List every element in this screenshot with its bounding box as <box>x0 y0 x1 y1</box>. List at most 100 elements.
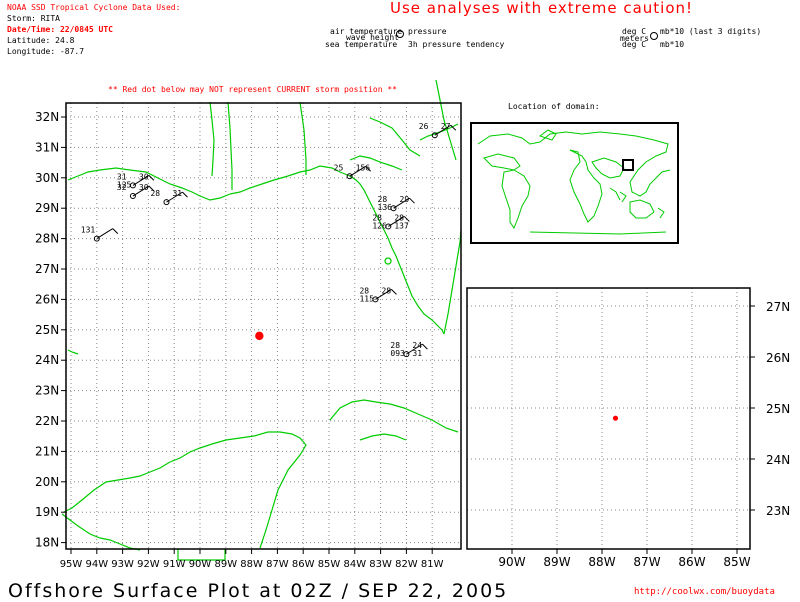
main-map-frame <box>65 102 462 550</box>
domain-locator-box <box>622 159 634 171</box>
station-value-label: 29 <box>400 195 410 204</box>
storm-position-dot <box>255 331 264 341</box>
wind-barb <box>132 174 150 186</box>
lon-tick-label: 81W <box>421 559 444 570</box>
wind-barb-feather <box>422 343 428 350</box>
lon-tick-label: 87W <box>266 559 289 570</box>
station-value-label: 28 <box>381 286 391 295</box>
wind-barb-feather <box>391 289 397 295</box>
station-value-label: 131 <box>81 226 96 235</box>
lon-tick-label: 92W <box>137 559 160 570</box>
main-map-lat-labels: 32N 31N 30N 29N 28N 27N 26N 25N 24N 23N 22N 21N 20N 1… <box>35 110 66 550</box>
inset-frame <box>470 122 679 244</box>
inset-title: Location of domain: <box>508 102 600 111</box>
longitude-line: Longitude: -87.7 <box>7 47 85 56</box>
station-value-label: 27 <box>441 122 451 131</box>
caution-banner: Use analyses with extreme caution! <box>390 0 694 17</box>
lon-tick-label: 85W <box>318 559 341 570</box>
station-value-label: 28 <box>378 195 388 204</box>
station-plot: 32 30 <box>117 183 155 200</box>
lat-tick-label: 28N <box>35 232 59 246</box>
zoom-map-lat-labels: 27N 26N 25N 24N 23N <box>750 300 790 518</box>
station-circle <box>346 173 353 180</box>
zoom-lat-tick-label: 27N <box>766 300 790 314</box>
legend-meters: meters <box>620 34 649 43</box>
zoom-map-grid <box>467 288 750 549</box>
source-url[interactable]: http://coolwx.com/buoydata <box>634 587 775 597</box>
station-value-label: 28 <box>390 341 400 350</box>
station-circle <box>390 205 397 212</box>
station-circle <box>385 223 392 230</box>
lat-tick-label: 31N <box>35 140 59 154</box>
station-plot: 28 31 <box>150 189 188 206</box>
zoom-lon-tick-label: 85W <box>723 555 750 569</box>
lat-tick-label: 20N <box>35 475 59 489</box>
legend-station-circle <box>396 30 404 38</box>
plot-title: Offshore Surface Plot at 02Z / SEP 22, 2… <box>8 580 509 602</box>
lon-tick-label: 90W <box>189 559 212 570</box>
lat-tick-label: 29N <box>35 201 59 215</box>
station-circle <box>431 132 438 139</box>
wind-barb <box>406 343 423 355</box>
station-value-label: 30 <box>139 183 149 192</box>
lon-tick-label: 93W <box>111 559 134 570</box>
legend-mb-x10: mb*10 <box>660 40 685 49</box>
zoom-lon-tick-label: 86W <box>678 555 705 569</box>
zoom-lon-tick-label: 87W <box>633 555 660 569</box>
station-value-label: 156 <box>356 163 371 172</box>
station-circle <box>372 296 379 303</box>
lon-tick-label: 84W <box>343 559 366 570</box>
lat-tick-label: 32N <box>35 110 59 124</box>
station-value-label: 125 <box>117 180 132 189</box>
lat-tick-label: 26N <box>35 292 59 306</box>
legend-buoy-circle <box>650 32 658 40</box>
station-circle <box>129 182 136 189</box>
station-circle <box>129 193 136 200</box>
station-circle <box>163 199 170 206</box>
zoom-lat-tick-label: 26N <box>766 351 790 365</box>
lon-tick-label: 88W <box>240 559 263 570</box>
station-value-label: 28 <box>394 213 404 222</box>
legend-sea-temperature: sea temperature <box>325 40 398 49</box>
zoom-lon-tick-label: 89W <box>543 555 570 569</box>
zoom-lat-tick-label: 24N <box>766 453 790 467</box>
station-value-label: 25 <box>334 163 344 172</box>
zoom-lon-tick-label: 88W <box>588 555 615 569</box>
wind-barb-feather <box>182 191 188 198</box>
lon-tick-label: 94W <box>85 559 108 570</box>
wind-barb-feather <box>112 228 119 234</box>
legend-deg-c-2: deg C <box>622 40 647 49</box>
main-map-lon-labels: 95W 94W 93W 92W 91W 90W 89W 88W 87W 86W 85W 84W 83W 8… <box>60 549 444 570</box>
lon-tick-label: 83W <box>369 559 392 570</box>
station-circle <box>93 235 100 242</box>
zoom-storm-position-dot <box>612 415 619 421</box>
wind-barb <box>434 124 452 136</box>
station-value-label: 115 <box>359 294 374 303</box>
station-plot: 28 29 136 <box>378 195 415 212</box>
datetime-line: Date/Time: 22/0845 UTC <box>7 25 113 34</box>
zoom-map-lon-labels: 90W 89W 88W 87W 86W 85W <box>498 549 751 569</box>
lat-tick-label: 19N <box>35 505 59 519</box>
wind-barb <box>132 185 150 197</box>
storm-line: Storm: RITA <box>7 14 60 23</box>
zoom-map-frame <box>466 287 751 550</box>
lon-tick-label: 89W <box>214 559 237 570</box>
zoom-lat-tick-label: 25N <box>766 402 790 416</box>
station-plot: 28 24 093 31 <box>390 341 428 358</box>
latitude-line: Latitude: 24.8 <box>7 36 75 45</box>
wind-barb-feather <box>409 197 415 204</box>
wind-barb <box>166 191 183 203</box>
station-value-label: 28 <box>150 189 160 198</box>
station-value-label: 26 <box>419 122 429 131</box>
station-plot: 131 <box>81 226 119 242</box>
red-dot-note: ** Red dot below may NOT represent CURRE… <box>108 85 397 94</box>
station-value-label: 28 <box>359 286 369 295</box>
legend-deg-c-1: deg C <box>622 27 647 36</box>
station-value-label: 126 <box>372 221 387 230</box>
